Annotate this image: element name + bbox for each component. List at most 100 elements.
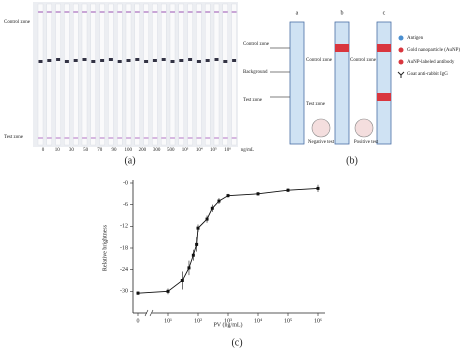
test-line xyxy=(134,137,140,139)
label: Control zone xyxy=(350,58,377,63)
dot xyxy=(170,60,175,63)
label: Test zone xyxy=(306,102,326,107)
strip xyxy=(187,3,193,146)
x-tick-label: 10⁶ xyxy=(314,318,322,324)
strip-label: 100 xyxy=(124,148,132,153)
label: c xyxy=(383,10,386,16)
strip xyxy=(169,3,176,146)
x-tick-label: 0 xyxy=(137,318,140,324)
point xyxy=(217,199,221,203)
strip xyxy=(125,3,132,146)
strip-label: 50 xyxy=(83,148,89,153)
x-axis-label: PV (ng/mL) xyxy=(213,321,242,328)
label: Test zone xyxy=(4,135,24,140)
strip-label: ng/mL xyxy=(241,148,254,153)
test-line xyxy=(143,137,149,139)
test-line xyxy=(214,137,219,139)
test-line xyxy=(64,137,70,139)
dot xyxy=(47,59,52,62)
strip xyxy=(196,3,202,146)
panel-label: (c) xyxy=(231,337,242,348)
dot xyxy=(38,60,43,63)
test-line xyxy=(126,137,131,139)
y-tick-label: -12 xyxy=(120,224,128,230)
label: Control zone xyxy=(306,58,333,63)
point xyxy=(205,217,209,221)
control-line xyxy=(170,11,175,13)
control-line xyxy=(117,11,123,13)
test-line xyxy=(117,137,123,139)
dot xyxy=(179,59,184,62)
test-line xyxy=(55,137,61,139)
panel-c: Relative brightness PV (ng/mL) (c) -0 -6 -… xyxy=(102,180,325,348)
control-line xyxy=(231,11,237,13)
point xyxy=(136,291,140,295)
label: Control zone xyxy=(243,42,270,47)
dot xyxy=(91,60,96,63)
strip xyxy=(213,3,220,146)
dot xyxy=(64,60,69,63)
strip xyxy=(222,3,229,146)
panel-label: (b) xyxy=(346,155,358,166)
strip-label: 0 xyxy=(42,148,45,153)
strip-label: 10³ xyxy=(182,147,189,153)
strip xyxy=(55,3,61,146)
point xyxy=(195,242,199,246)
point xyxy=(196,226,200,230)
test-line xyxy=(73,137,79,139)
strip xyxy=(231,3,237,146)
point xyxy=(210,206,214,210)
x-tick-label: 10⁴ xyxy=(254,318,262,324)
strip xyxy=(160,3,167,146)
point xyxy=(166,289,170,293)
dot xyxy=(135,58,140,61)
x-tick-label: 10² xyxy=(194,318,202,324)
control-line xyxy=(134,11,140,13)
strip xyxy=(99,3,105,146)
point xyxy=(316,186,320,190)
control-line xyxy=(108,11,114,13)
strip xyxy=(46,3,52,146)
dot xyxy=(214,58,219,61)
y-tick-label: -18 xyxy=(120,245,128,251)
strip xyxy=(37,3,44,146)
strip-label: 70 xyxy=(97,148,103,153)
x-tick-label: 10³ xyxy=(224,318,232,324)
strip-label: 200 xyxy=(139,148,147,153)
dot xyxy=(161,58,166,61)
x-tick-label: 10¹ xyxy=(164,318,172,324)
test-line xyxy=(205,137,211,139)
control-line xyxy=(90,11,96,13)
dot xyxy=(56,58,61,61)
strip xyxy=(72,3,79,146)
control-line xyxy=(205,11,211,13)
test-line xyxy=(222,137,228,139)
strip xyxy=(108,3,114,146)
point xyxy=(226,194,230,198)
legend-label: Gold nanoparticle (AuNP) xyxy=(407,48,460,53)
point xyxy=(286,188,290,192)
control-line xyxy=(55,11,61,13)
legend-label: Goat anti-rabbit IgG xyxy=(407,72,448,77)
control-line xyxy=(143,11,149,13)
dot xyxy=(205,59,210,62)
control-line xyxy=(73,11,79,13)
test-line xyxy=(161,137,167,139)
y-tick-label: -30 xyxy=(120,289,128,295)
test-line xyxy=(170,137,175,139)
control-line xyxy=(99,11,105,13)
strip xyxy=(81,3,88,146)
panel-b: a b c Control zone Background Test zone … xyxy=(243,10,460,166)
strip-label: 10⁴ xyxy=(196,147,203,153)
control-line xyxy=(196,11,202,13)
strip-label: 10⁵ xyxy=(210,147,217,153)
strip xyxy=(143,3,149,146)
strip xyxy=(152,3,158,146)
point xyxy=(187,266,191,270)
fit-line xyxy=(137,187,319,294)
label: Background xyxy=(243,70,268,75)
legend-label: AuNP-labeled antibody xyxy=(407,60,455,65)
test-line xyxy=(231,137,237,139)
dot xyxy=(188,58,193,61)
